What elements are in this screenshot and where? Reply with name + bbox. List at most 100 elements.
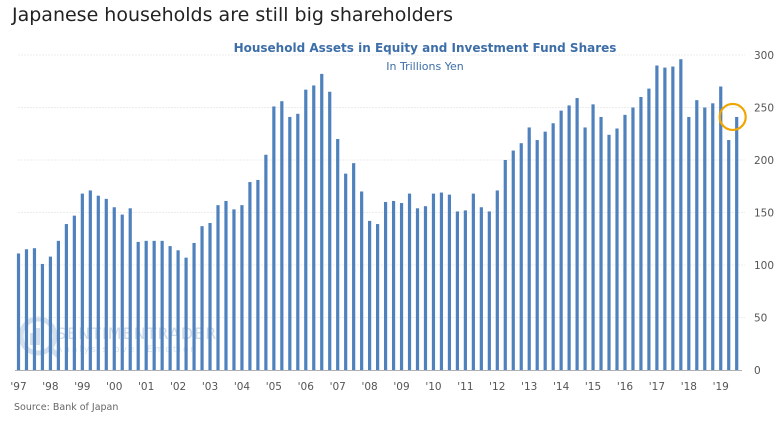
bar	[391, 200, 396, 370]
bar	[735, 116, 739, 370]
x-tick-label: '19	[713, 381, 729, 393]
bar	[304, 89, 308, 371]
y-tick-label: 200	[754, 155, 774, 167]
bar	[264, 154, 268, 370]
y-tick-label: 250	[754, 103, 774, 115]
bar	[503, 160, 507, 370]
bar	[288, 116, 292, 370]
bar	[567, 105, 571, 371]
bar	[160, 240, 164, 370]
watermark-name: SENTIMENTRADER	[56, 324, 217, 343]
bar	[200, 226, 204, 370]
x-tick-label: '00	[106, 381, 122, 393]
bar	[431, 193, 436, 370]
bar	[703, 107, 707, 370]
x-tick-label: '99	[74, 381, 90, 393]
bar	[208, 223, 212, 370]
x-tick-label: '08	[361, 381, 377, 393]
bar	[647, 88, 651, 370]
x-tick-label: '06	[298, 381, 315, 393]
bar	[56, 240, 60, 370]
bar	[136, 241, 140, 370]
bar	[687, 116, 691, 370]
x-tick-label: '04	[234, 381, 251, 393]
bar	[240, 205, 244, 370]
bar	[144, 240, 148, 370]
x-tick-label: '11	[457, 381, 473, 393]
bar	[623, 114, 627, 370]
watermark-bar-icon	[36, 328, 40, 345]
bar	[344, 173, 348, 370]
bar	[663, 67, 667, 370]
bar	[463, 210, 467, 370]
x-tick-label: '09	[393, 381, 409, 393]
bar	[439, 192, 444, 370]
bar	[543, 131, 547, 370]
bar	[471, 193, 475, 370]
x-tick-label: '03	[202, 381, 218, 393]
bar	[352, 163, 356, 370]
bar	[88, 190, 92, 370]
bar	[711, 103, 715, 371]
bar	[655, 65, 659, 370]
gridlines	[18, 54, 745, 318]
bar	[72, 215, 76, 370]
bar	[695, 100, 699, 371]
bar	[224, 200, 228, 370]
bar	[511, 150, 515, 370]
bar	[40, 263, 45, 370]
bar	[104, 198, 108, 370]
bar	[184, 257, 188, 370]
bar	[96, 195, 100, 370]
bar	[24, 249, 29, 370]
bar	[575, 98, 579, 371]
bar	[272, 106, 276, 370]
bar	[32, 248, 37, 370]
bar	[519, 143, 523, 370]
x-tick-label: '12	[489, 381, 505, 393]
y-tick-label: 0	[754, 365, 761, 377]
bar	[376, 224, 380, 370]
bar	[399, 203, 404, 370]
y-tick-label: 100	[754, 260, 774, 272]
bar	[192, 242, 196, 370]
bar	[256, 179, 260, 370]
bar	[320, 73, 324, 371]
bar	[631, 107, 635, 370]
watermark: SENTIMENTRADER Analysis over Emotion	[18, 316, 217, 358]
bar	[168, 246, 172, 370]
x-tick-label: '01	[138, 381, 154, 393]
bar	[336, 139, 340, 370]
bar	[48, 256, 53, 370]
bar	[455, 211, 459, 370]
bar	[176, 250, 180, 370]
bar	[583, 127, 587, 370]
x-tick-label: '07	[330, 381, 346, 393]
bar	[559, 110, 563, 371]
bar	[495, 190, 499, 370]
bar	[727, 140, 731, 370]
x-tick-label: '02	[170, 381, 186, 393]
x-tick-label: '14	[553, 381, 570, 393]
x-tick-label: '18	[681, 381, 697, 393]
watermark-bar-icon	[30, 333, 34, 345]
bar	[599, 116, 603, 370]
bar	[16, 253, 21, 370]
y-tick-label: 300	[754, 50, 774, 62]
bar	[383, 202, 388, 370]
x-axis-ticks: '97 '98 '99 '00 '01 '02 '03 '04 '05 '06 '07 '08 '09 '…	[10, 381, 728, 393]
highlight-circle	[718, 102, 747, 132]
watermark-magnifier-icon	[18, 316, 58, 356]
bar	[639, 97, 643, 370]
bar	[479, 207, 483, 370]
y-tick-label: 50	[754, 313, 767, 325]
bar	[415, 208, 420, 370]
headline: Japanese households are still big shareh…	[12, 4, 454, 26]
bar	[607, 134, 611, 370]
bar	[112, 207, 116, 370]
bar	[407, 193, 412, 370]
source-note: Source: Bank of Japan	[14, 402, 119, 413]
chart-subtitle: In Trillions Yen	[386, 60, 464, 73]
bars	[16, 59, 739, 371]
